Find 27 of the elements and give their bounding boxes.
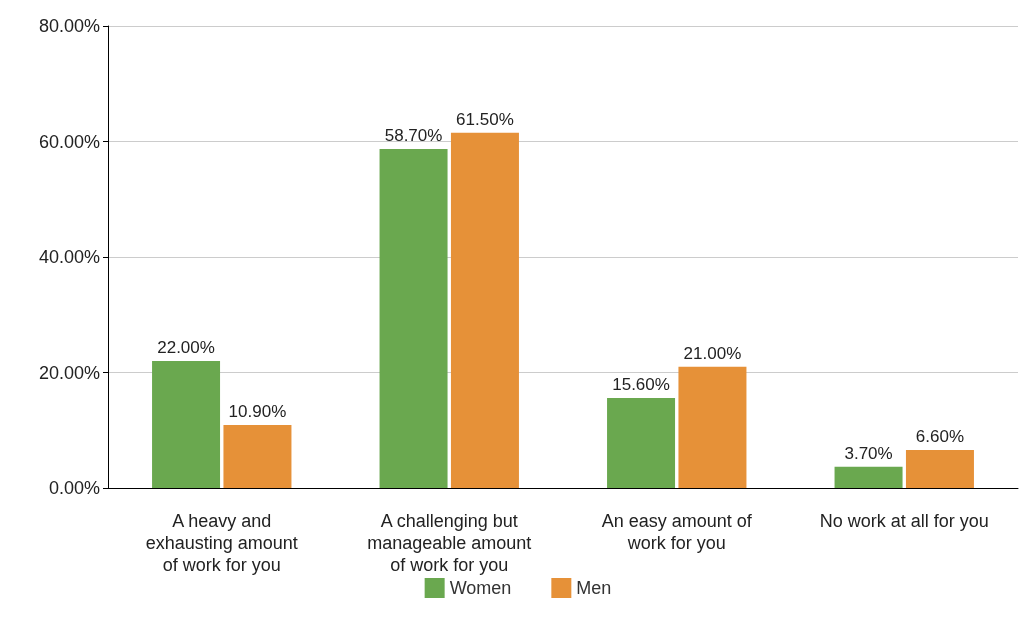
- x-tick-label: An easy amount of work for you: [601, 511, 753, 553]
- data-label: 3.70%: [844, 443, 893, 463]
- bar: [834, 466, 903, 488]
- bar: [678, 366, 747, 488]
- bar: [152, 360, 221, 488]
- bar: [379, 149, 448, 488]
- bar: [905, 449, 974, 488]
- x-tick-label: No work at all for you: [819, 511, 989, 531]
- y-tick-label: 40.00%: [38, 247, 100, 267]
- data-label: 22.00%: [157, 337, 215, 357]
- bar: [607, 397, 676, 488]
- data-label: 58.70%: [384, 126, 443, 146]
- data-label: 6.60%: [915, 426, 965, 446]
- legend-label: Women: [449, 578, 512, 598]
- x-tick-label: A challenging but manageable amount of work for you: [367, 511, 532, 575]
- y-tick-label: 0.00%: [48, 478, 100, 498]
- x-tick-label: A heavy and exhausting amount of work for you: [145, 511, 298, 575]
- bar: [450, 132, 519, 488]
- legend-label: Men: [576, 578, 612, 598]
- data-label: 10.90%: [228, 402, 287, 422]
- y-tick-label: 80.00%: [38, 16, 100, 36]
- data-label: 15.60%: [612, 374, 670, 394]
- data-label: 21.00%: [683, 343, 742, 363]
- y-tick-label: 60.00%: [38, 131, 100, 152]
- bar: [223, 425, 292, 488]
- y-tick-label: 20.00%: [38, 362, 100, 383]
- data-label: 61.50%: [456, 109, 514, 129]
